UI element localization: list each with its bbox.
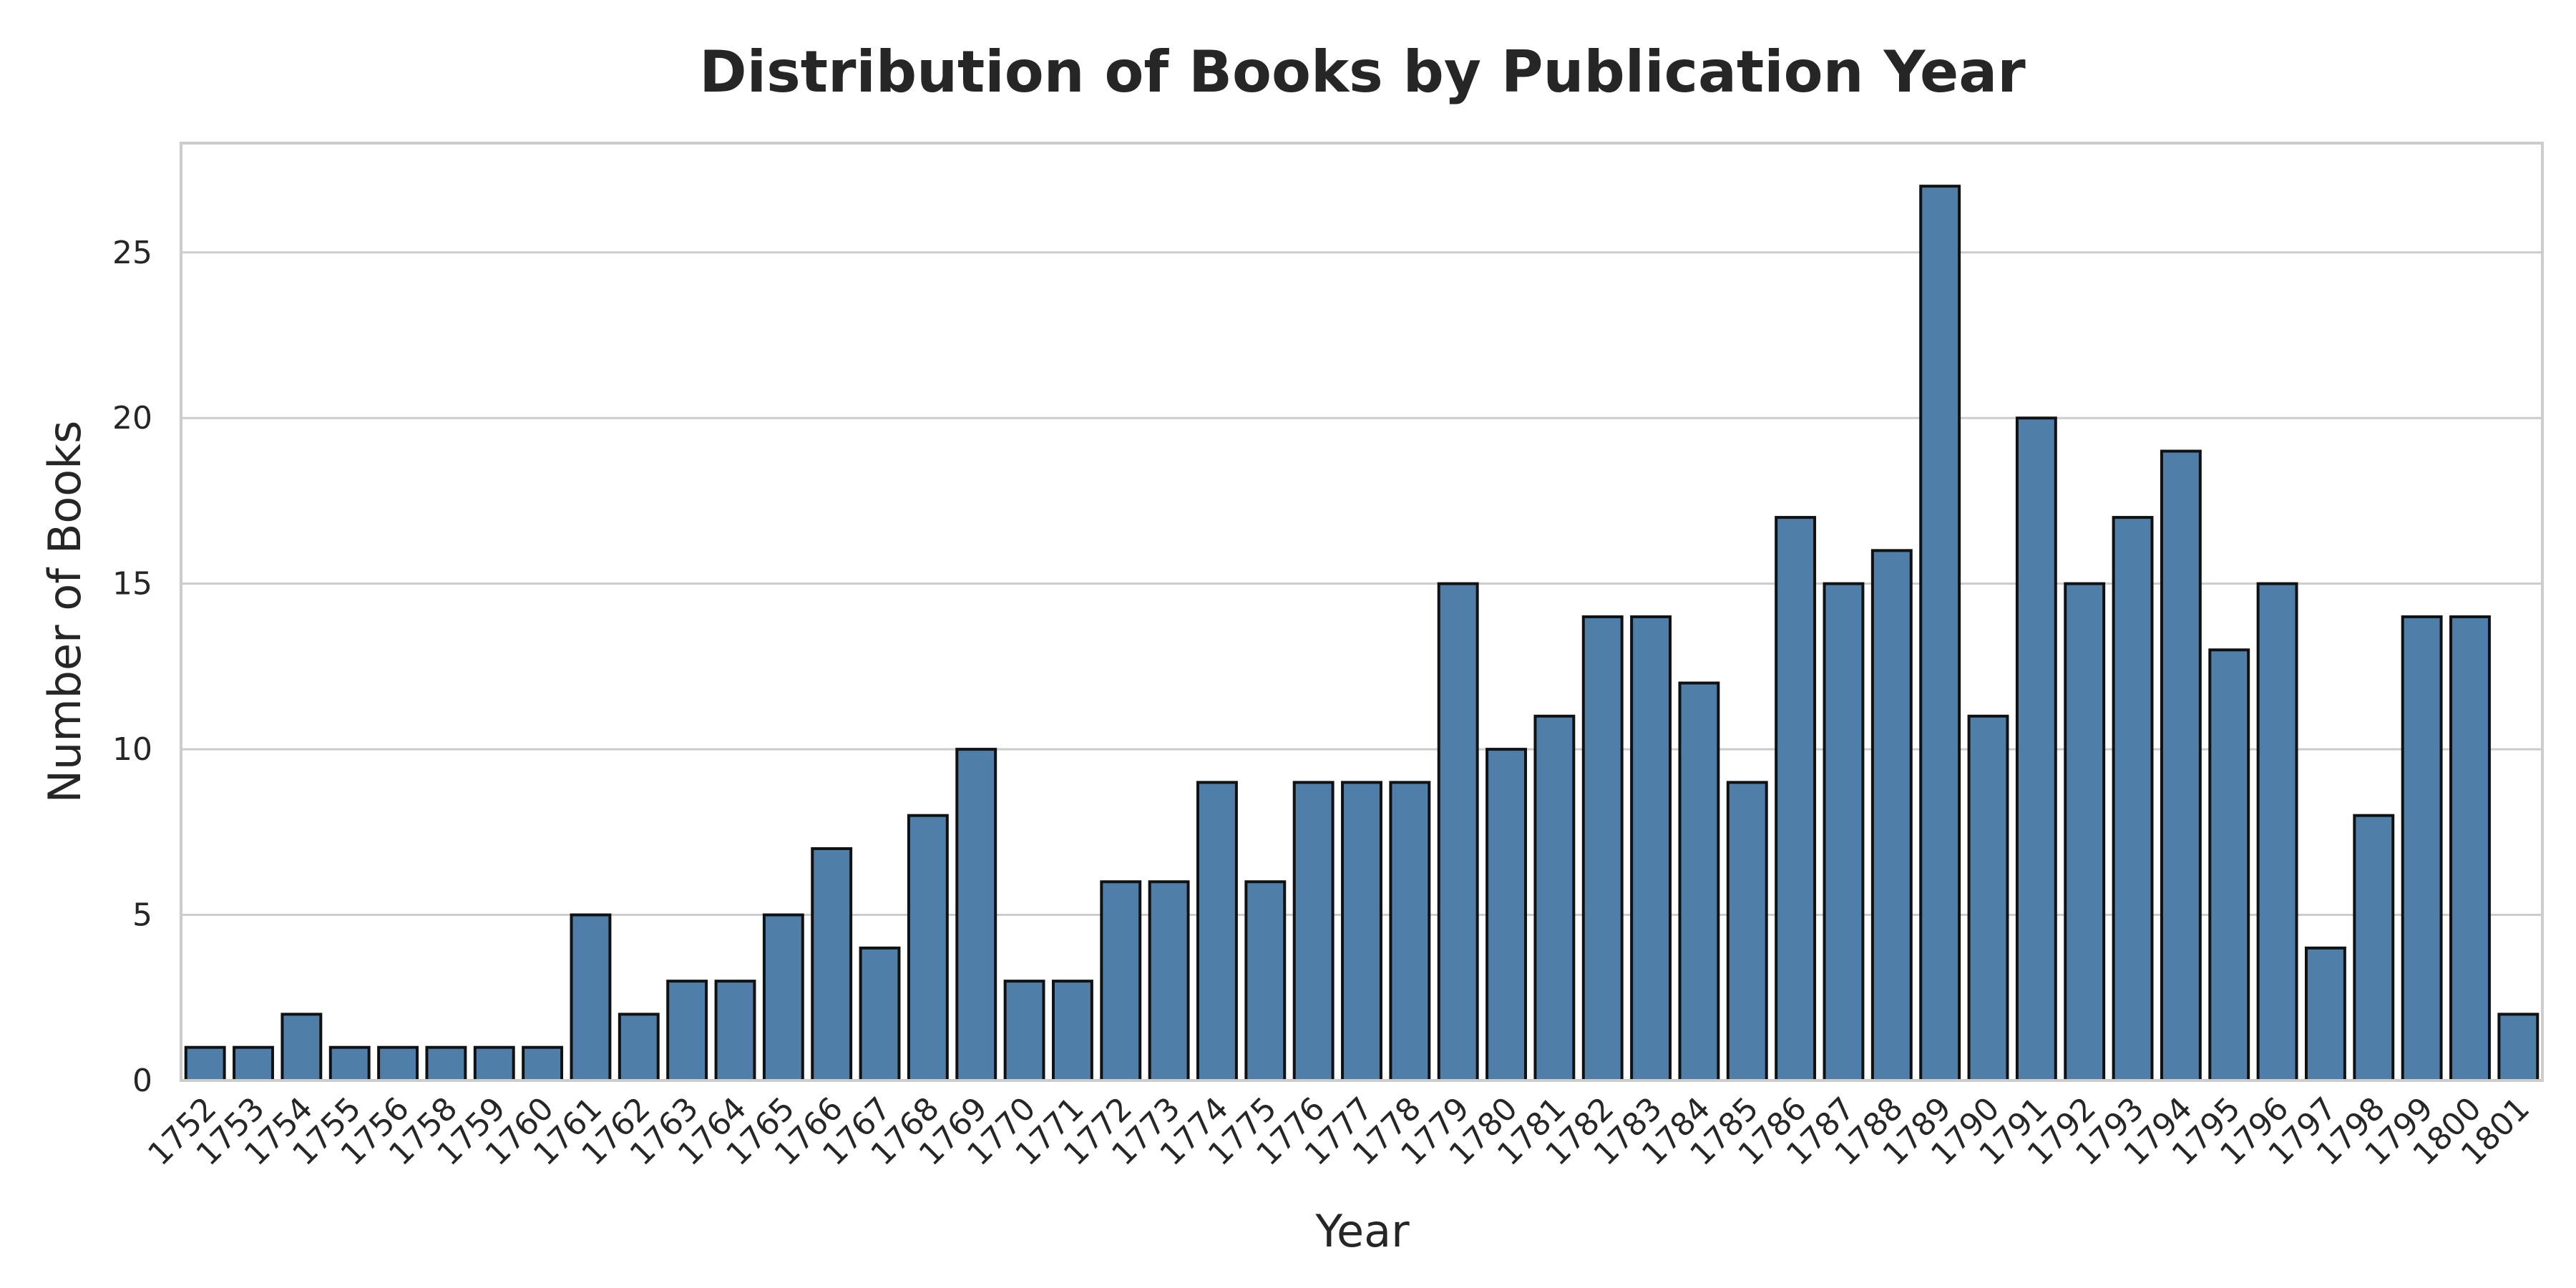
bar-1795 [2208,648,2250,1082]
bar-1781 [1533,714,1576,1083]
y-tick-label: 25 [112,235,152,271]
bar-1801 [2497,1013,2540,1083]
bar-1777 [1341,781,1382,1082]
bar-1752 [184,1045,226,1082]
bar-1776 [1292,781,1335,1082]
bar-1799 [2401,615,2443,1082]
bar-1769 [955,748,997,1082]
plot-frame [180,142,2544,1082]
bar-1775 [1244,880,1287,1082]
bar-1785 [1726,781,1768,1082]
y-tick-label: 20 [112,400,152,436]
bar-1768 [907,814,949,1083]
bar-1772 [1100,880,1142,1082]
bar-1788 [1870,549,1913,1082]
y-tick-labels: 0 5 10 15 20 25 [112,235,152,1099]
bar-1756 [377,1045,419,1082]
bar-1783 [1630,615,1672,1082]
bar-1755 [328,1045,371,1082]
bar-1786 [1775,516,1817,1082]
bar-1762 [618,1013,660,1083]
bar-1779 [1437,582,1479,1082]
bar-1780 [1485,748,1527,1082]
bar-1763 [666,980,708,1082]
bar-1794 [2160,449,2202,1082]
y-tick-label: 0 [132,1063,152,1099]
y-tick-label: 5 [132,897,152,934]
bar-1792 [2064,582,2106,1082]
bar-1767 [859,946,901,1082]
y-tick-label: 15 [112,566,152,602]
bar-1761 [570,913,612,1083]
bar-1791 [2015,416,2057,1082]
bar-1797 [2305,946,2346,1082]
x-axis-label: Year [1314,1205,1410,1257]
bar-1759 [473,1045,515,1082]
bar-1758 [425,1045,467,1082]
bar-1774 [1196,781,1238,1082]
bar-1790 [1967,714,2009,1083]
bar-1753 [233,1045,274,1082]
bar-1754 [280,1013,323,1083]
bar-1782 [1581,615,1624,1082]
bar-1784 [1678,681,1720,1082]
bar-1793 [2112,516,2154,1082]
y-axis-label: Number of Books [39,421,91,804]
bar-1760 [522,1045,564,1082]
bar-1766 [811,847,853,1082]
bar-1771 [1051,980,1093,1082]
bar-1770 [1003,980,1045,1082]
bar-1796 [2256,582,2298,1082]
chart-title: Distribution of Books by Publication Yea… [699,39,2026,105]
bar-1798 [2353,814,2395,1083]
bar-1789 [1919,185,1961,1083]
bar-1765 [762,913,804,1083]
y-tick-label: 10 [112,731,152,768]
bar-1764 [714,980,756,1082]
bar-1800 [2449,615,2491,1082]
bar-1787 [1823,582,1865,1082]
bar-1778 [1389,781,1431,1082]
bar-1773 [1148,880,1190,1082]
